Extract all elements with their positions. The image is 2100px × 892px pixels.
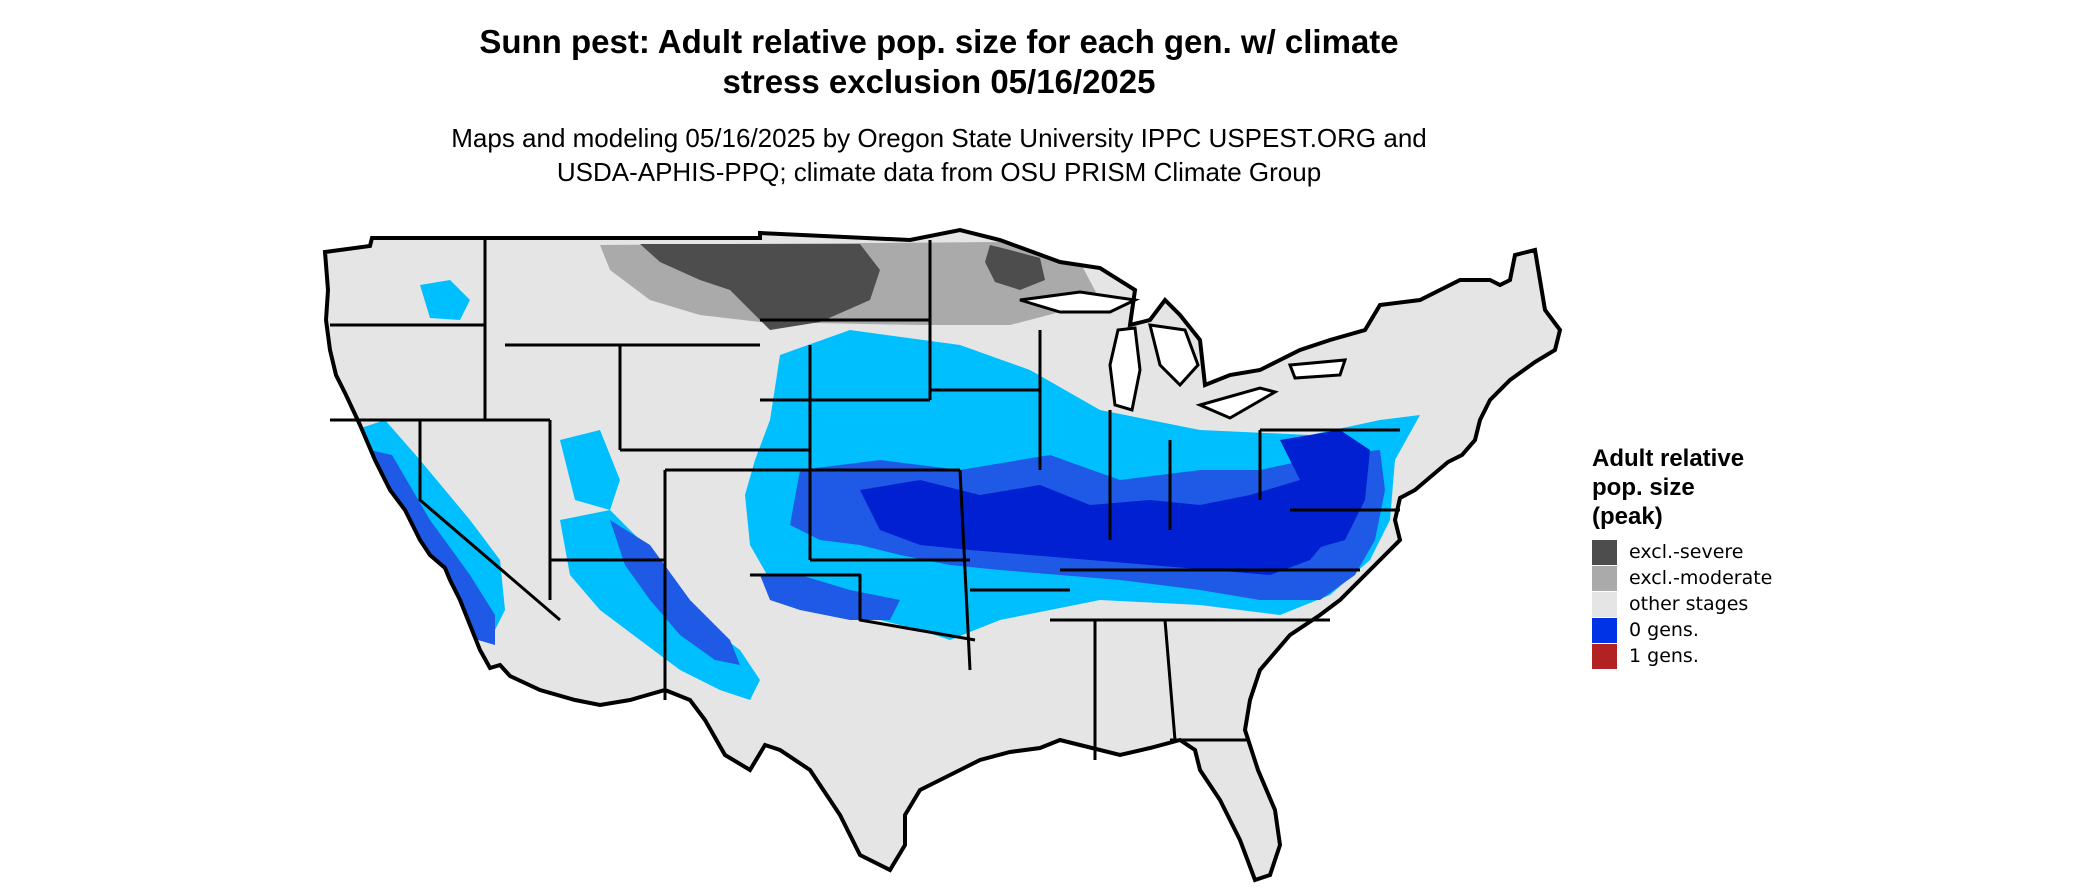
border-ok-tx <box>750 573 976 642</box>
legend-label: 1 gens. <box>1629 645 1699 667</box>
border-al-ga <box>1163 619 1177 741</box>
excl-severe-zone <box>640 244 880 330</box>
map-subtitle: Maps and modeling 05/16/2025 by Oregon S… <box>380 121 1498 189</box>
mid-blue-texas <box>760 575 900 620</box>
legend-swatch <box>1592 565 1617 591</box>
lake-superior <box>1019 290 1141 314</box>
legend-swatch <box>1592 617 1617 643</box>
great-lakes <box>1019 290 1348 420</box>
model-layers <box>355 242 1420 700</box>
legend: Adult relative pop. size (peak) excl.-se… <box>1592 444 1772 669</box>
map-subtitle-line-1: Maps and modeling 05/16/2025 by Oregon S… <box>451 123 1427 153</box>
lake-ontario <box>1287 358 1348 380</box>
excl-severe-zone-minnesota <box>985 245 1045 290</box>
legend-swatch <box>1592 539 1617 565</box>
legend-title-line-3: (peak) <box>1592 503 1663 530</box>
lake-erie <box>1195 386 1279 420</box>
legend-title-line-1: Adult relative <box>1592 445 1745 472</box>
dark-blue-east <box>1280 430 1370 550</box>
lake-michigan <box>1108 326 1142 412</box>
legend-item-0-gens: 0 gens. <box>1592 617 1772 643</box>
lake-huron <box>1148 323 1200 388</box>
border-mo-west <box>958 469 972 671</box>
legend-item-1-gens: 1 gens. <box>1592 643 1772 669</box>
mid-blue-southwest <box>610 520 740 665</box>
legend-label: other stages <box>1629 593 1749 615</box>
legend-label: excl.-moderate <box>1629 567 1773 589</box>
legend-title: Adult relative pop. size (peak) <box>1592 444 1772 531</box>
light-blue-colorado <box>560 430 620 510</box>
map-title-line-2: stress exclusion 05/16/2025 <box>722 63 1156 100</box>
legend-swatch <box>1592 643 1617 669</box>
legend-item-other-stages: other stages <box>1592 591 1772 617</box>
map-title: Sunn pest: Adult relative pop. size for … <box>380 22 1498 102</box>
legend-swatch <box>1592 591 1617 617</box>
legend-item-excl-severe: excl.-severe <box>1592 539 1772 565</box>
legend-title-line-2: pop. size <box>1592 474 1695 501</box>
map-title-line-1: Sunn pest: Adult relative pop. size for … <box>479 23 1399 60</box>
light-blue-washington <box>420 280 470 320</box>
mid-blue-california <box>370 450 495 645</box>
dark-blue-core <box>860 480 1340 575</box>
legend-item-excl-moderate: excl.-moderate <box>1592 565 1772 591</box>
map-subtitle-line-2: USDA-APHIS-PPQ; climate data from OSU PR… <box>556 157 1322 187</box>
border-ca-nv <box>418 420 561 622</box>
legend-label: excl.-severe <box>1629 541 1744 563</box>
legend-label: 0 gens. <box>1629 619 1699 641</box>
